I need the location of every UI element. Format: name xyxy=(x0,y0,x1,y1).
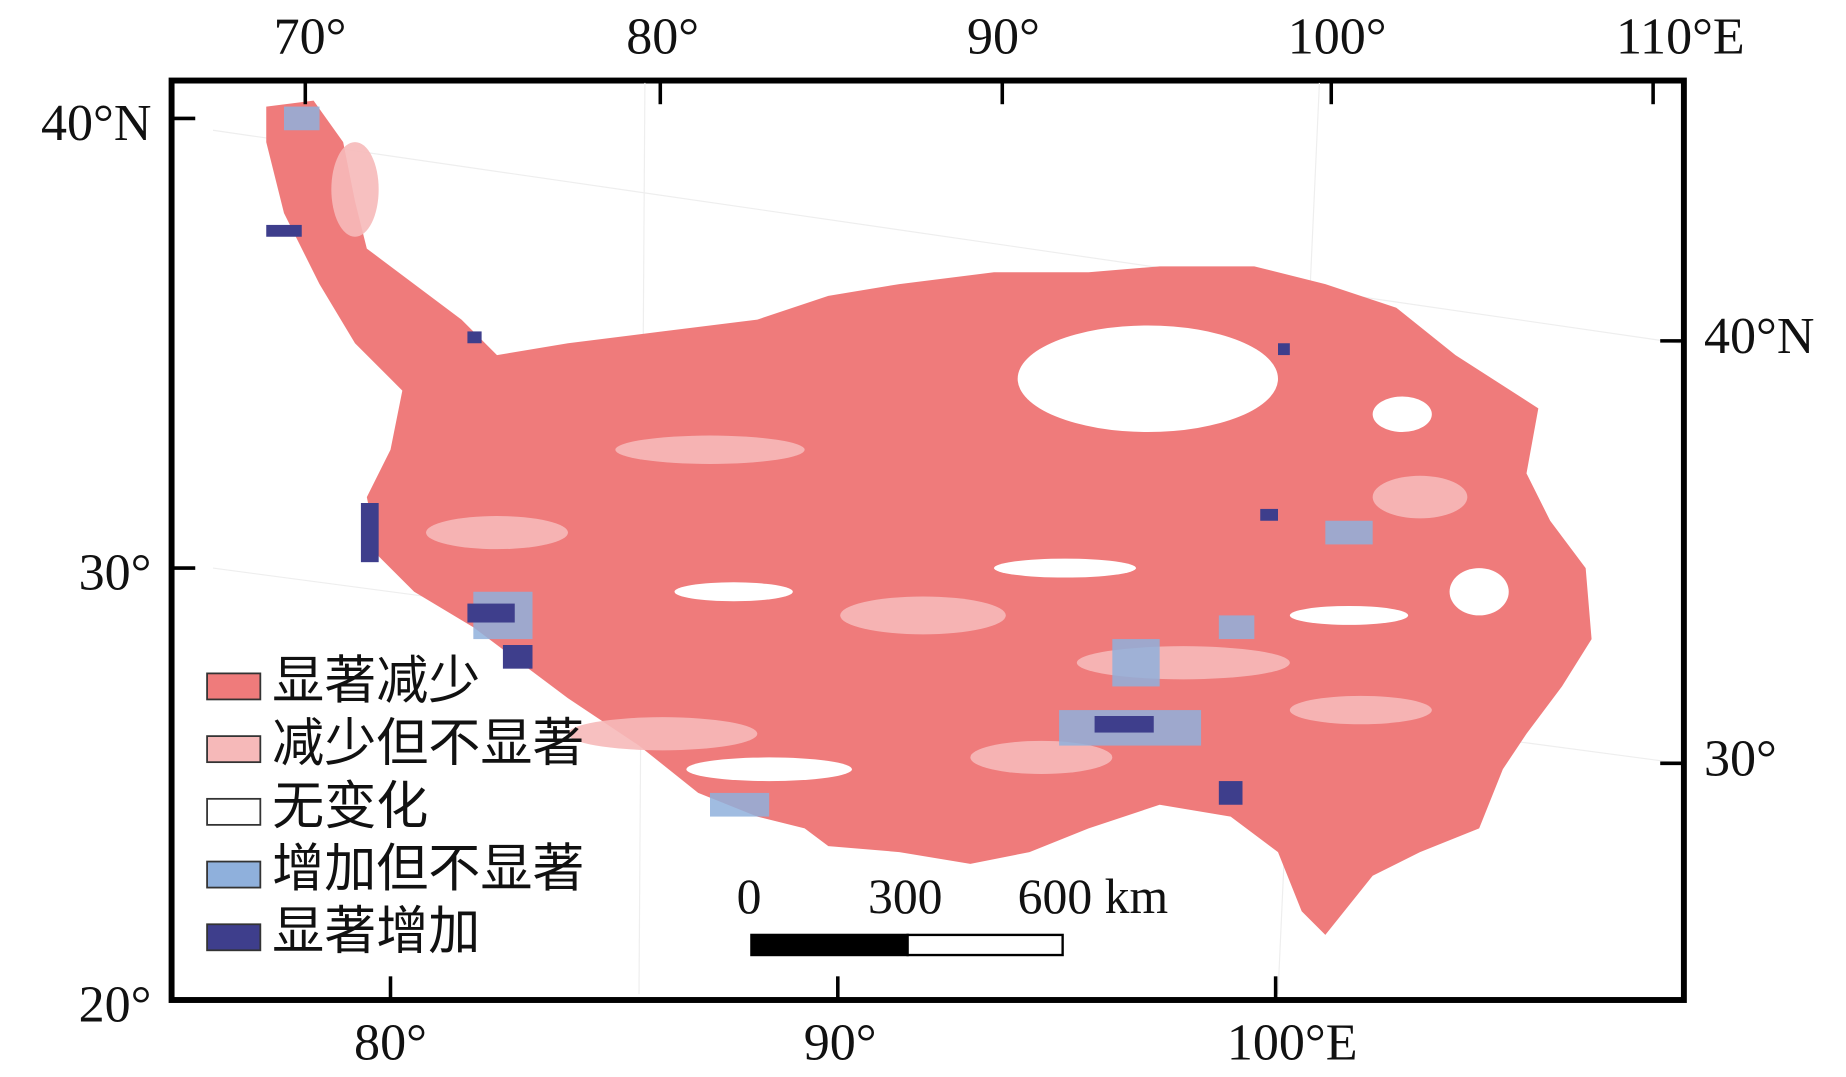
legend-swatch xyxy=(206,797,262,826)
patch-light-decrease xyxy=(426,516,568,550)
patch-significant-increase xyxy=(1218,781,1243,805)
legend-swatch xyxy=(206,923,262,952)
patch-significant-increase xyxy=(360,503,379,563)
patch-significant-increase xyxy=(467,603,515,623)
scale-label: 300 xyxy=(868,869,943,924)
patch-significant-increase xyxy=(502,645,533,669)
legend-swatch xyxy=(206,860,262,889)
legend-label: 显著增加 xyxy=(272,904,480,961)
top-label: 100° xyxy=(1288,8,1387,65)
plateau-area xyxy=(266,100,1592,935)
top-label: 110°E xyxy=(1616,8,1745,65)
scale-bar-black xyxy=(750,933,909,957)
right-label: 30° xyxy=(1704,730,1777,787)
legend-label: 增加但不显著 xyxy=(272,842,584,899)
scale-label: 0 xyxy=(737,869,762,924)
left-label: 40°N xyxy=(41,95,151,152)
patch-significant-increase xyxy=(266,224,302,237)
patch-no-change xyxy=(1449,568,1509,616)
top-label: 90° xyxy=(967,8,1040,65)
legend-swatch xyxy=(206,735,262,764)
legend-label: 显著减少 xyxy=(272,653,480,710)
patch-increase xyxy=(1325,520,1373,545)
bottom-label: 100°E xyxy=(1227,1014,1358,1071)
top-label: 80° xyxy=(626,8,699,65)
patch-significant-increase xyxy=(1094,716,1154,733)
patch-no-change xyxy=(994,558,1136,578)
patch-no-change xyxy=(1372,396,1432,432)
patch-light-decrease xyxy=(568,717,758,751)
left-label: 20° xyxy=(79,976,152,1033)
graticule-line xyxy=(212,129,1681,344)
patch-significant-increase xyxy=(1260,508,1278,521)
patch-increase xyxy=(1112,639,1160,687)
patch-light-decrease xyxy=(840,596,1006,635)
patch-no-change xyxy=(686,757,852,782)
patch-increase xyxy=(284,106,320,131)
patch-no-change xyxy=(1289,605,1409,625)
top-label: 70° xyxy=(274,8,347,65)
patch-light-decrease xyxy=(331,142,379,237)
legend-label: 无变化 xyxy=(272,779,428,836)
left-label: 30° xyxy=(79,545,152,602)
scale-label: 600 km xyxy=(1018,869,1168,924)
patch-increase xyxy=(710,792,770,817)
legend-swatch xyxy=(206,672,262,701)
patch-significant-increase xyxy=(467,331,482,344)
patch-increase xyxy=(1218,615,1255,640)
patch-light-decrease xyxy=(1372,475,1468,519)
patch-light-decrease xyxy=(1289,695,1432,725)
legend-label: 减少但不显著 xyxy=(272,716,584,773)
patch-significant-increase xyxy=(1278,343,1290,356)
patch-light-decrease xyxy=(615,435,805,464)
plateau xyxy=(266,100,1592,935)
bottom-label: 80° xyxy=(354,1014,427,1071)
patch-no-change xyxy=(674,582,793,602)
scale-bar-white xyxy=(906,933,1064,957)
patch-light-decrease xyxy=(1076,646,1290,680)
bottom-label: 90° xyxy=(804,1014,877,1071)
patch-light-decrease xyxy=(970,740,1113,774)
right-label: 40°N xyxy=(1704,308,1814,365)
patch-no-change xyxy=(1017,325,1278,432)
